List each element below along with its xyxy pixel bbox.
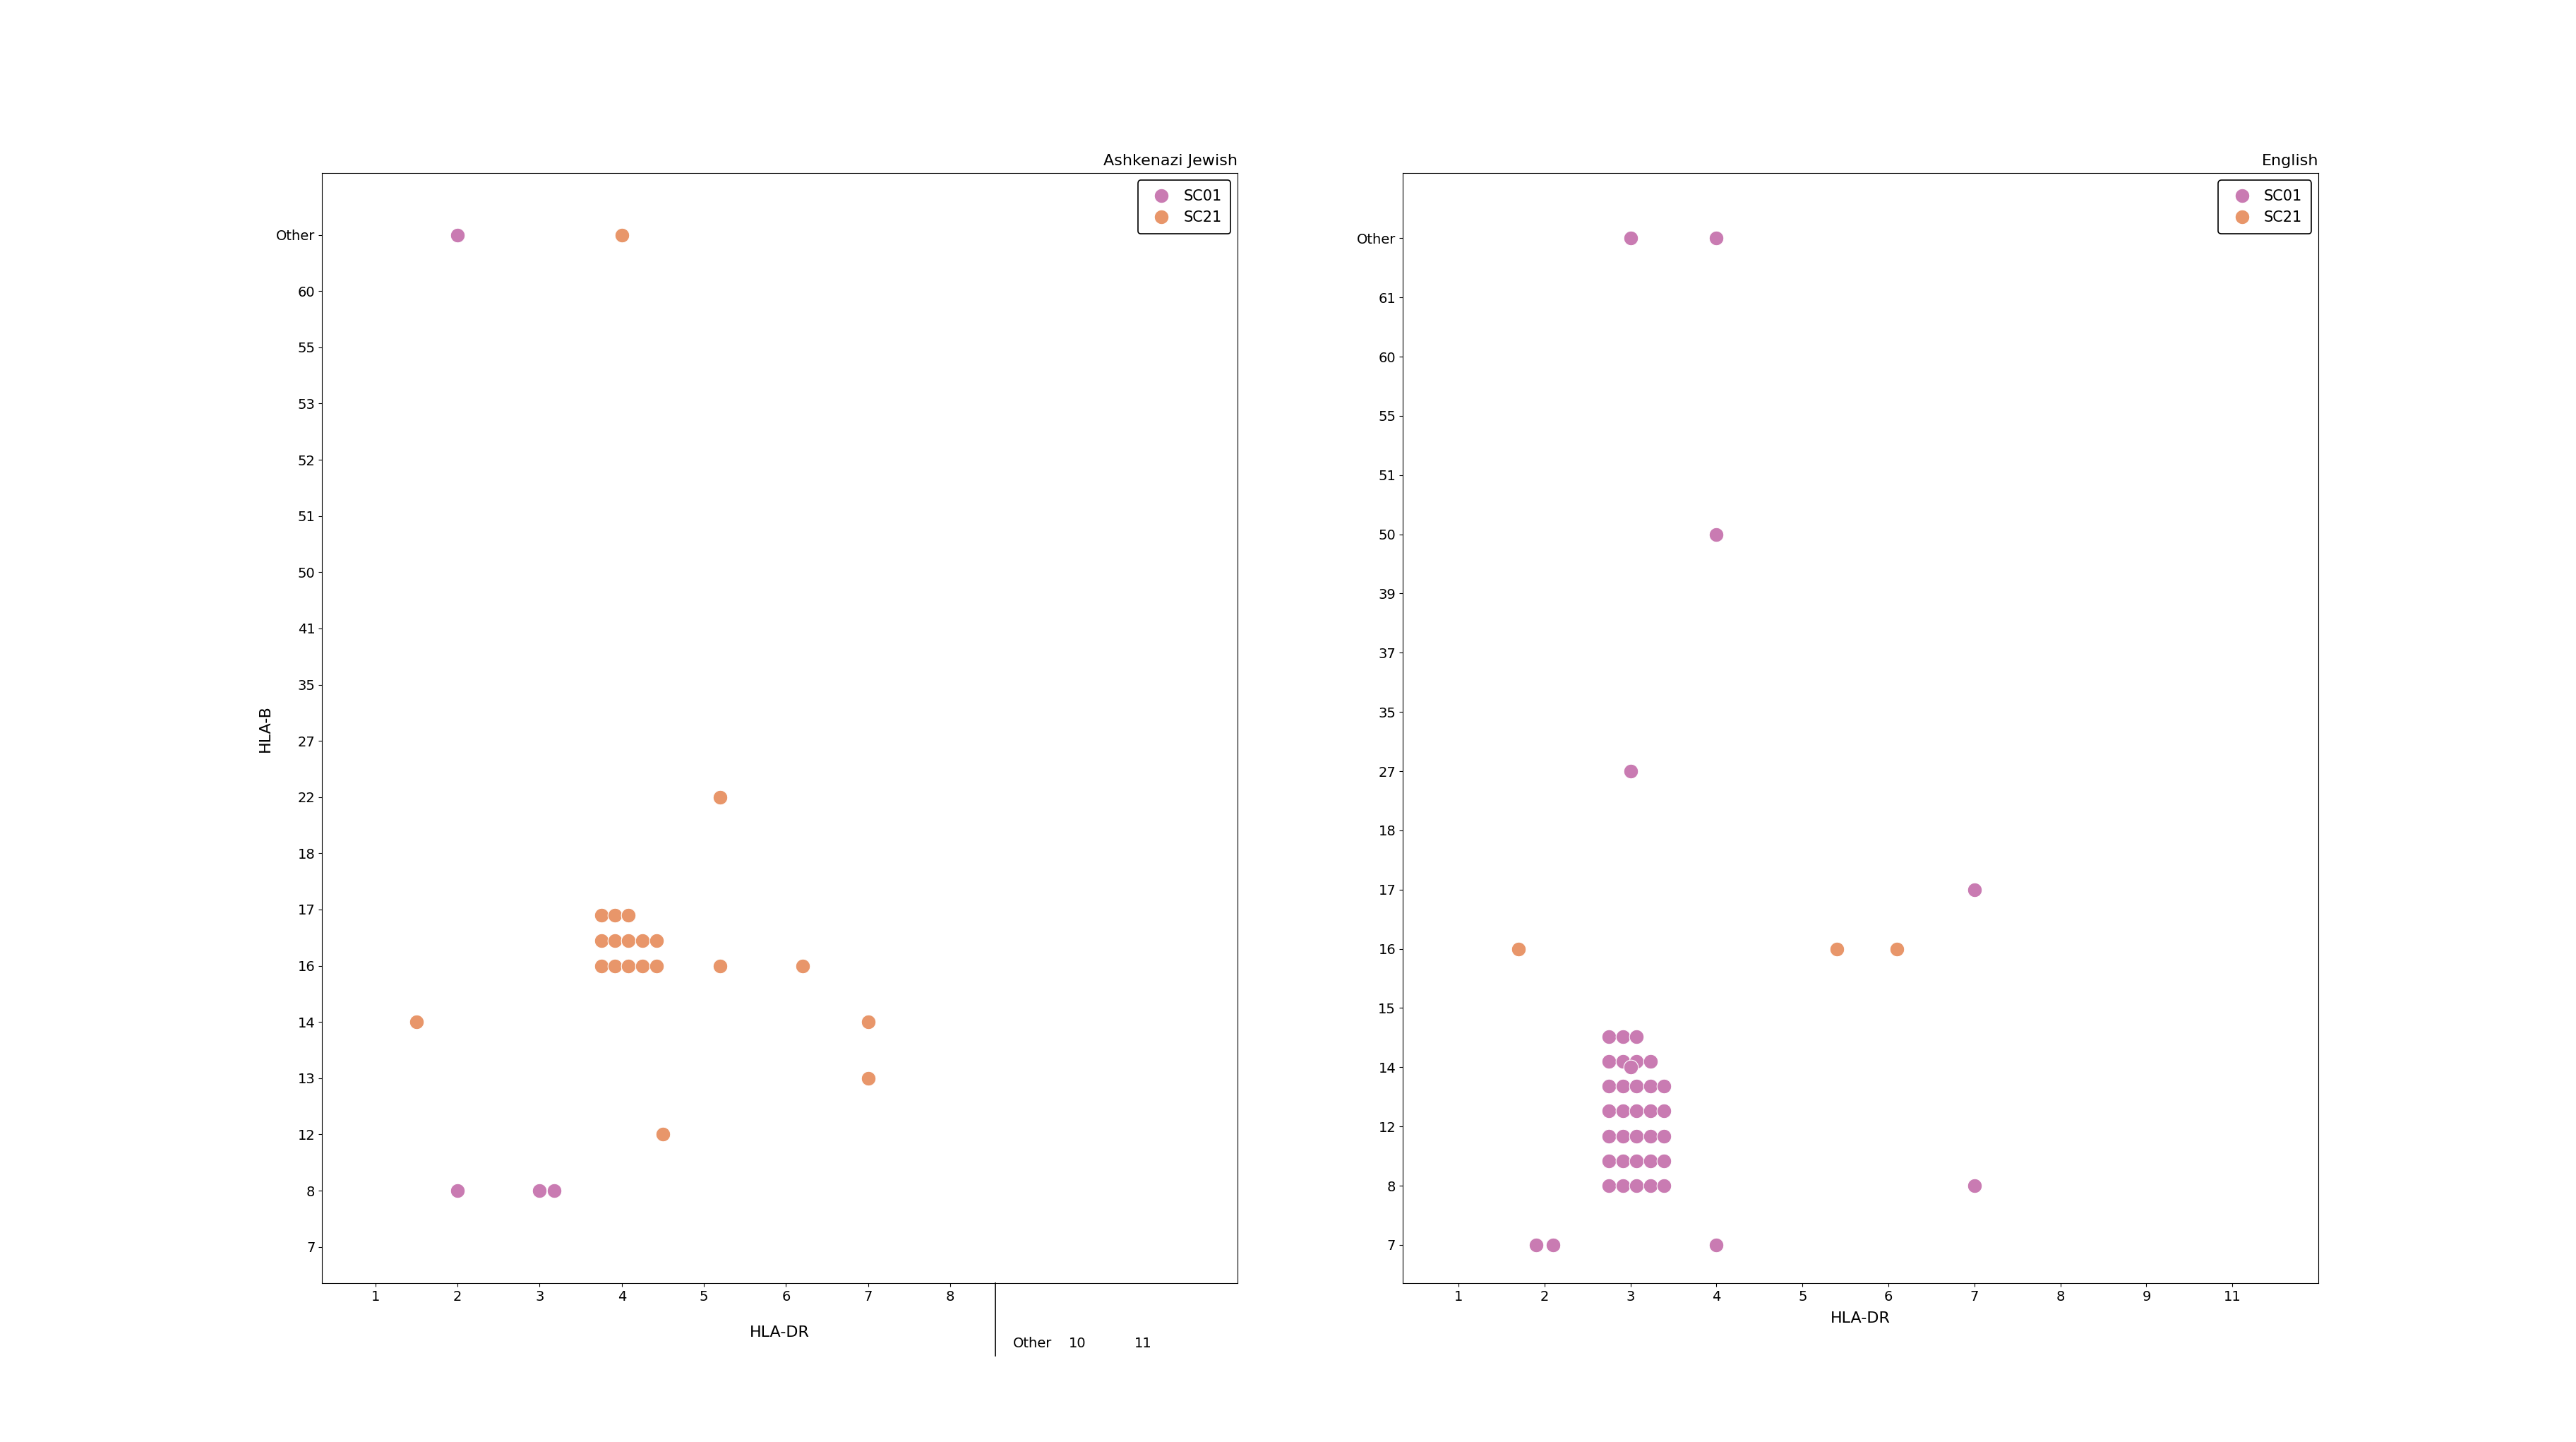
Point bbox=[1602, 1174, 1643, 1197]
Point bbox=[580, 929, 621, 952]
Point bbox=[1875, 937, 1917, 960]
Point bbox=[595, 929, 636, 952]
Point bbox=[1499, 937, 1540, 960]
Text: Ashkenazi Jewish: Ashkenazi Jewish bbox=[1103, 154, 1239, 169]
Point bbox=[438, 1180, 479, 1203]
Point bbox=[533, 1180, 574, 1203]
Point bbox=[1953, 878, 1994, 901]
Point bbox=[1589, 1125, 1631, 1148]
Point bbox=[1643, 1174, 1685, 1197]
X-axis label: HLA-DR: HLA-DR bbox=[1832, 1312, 1891, 1325]
Legend: SC01, SC21: SC01, SC21 bbox=[1139, 180, 1231, 234]
Text: 11: 11 bbox=[1133, 1337, 1151, 1350]
Point bbox=[1643, 1099, 1685, 1122]
Point bbox=[580, 904, 621, 927]
Point bbox=[701, 955, 742, 978]
Point bbox=[621, 929, 662, 952]
Point bbox=[533, 1180, 574, 1203]
Point bbox=[1602, 1050, 1643, 1073]
Point bbox=[1589, 1149, 1631, 1172]
Point bbox=[518, 1180, 559, 1203]
Text: 10: 10 bbox=[1069, 1337, 1087, 1350]
Point bbox=[595, 904, 636, 927]
Point bbox=[1589, 1099, 1631, 1122]
Point bbox=[1615, 1125, 1656, 1148]
Point bbox=[1631, 1050, 1672, 1073]
Point bbox=[1610, 226, 1651, 249]
Point bbox=[1631, 1174, 1672, 1197]
Point bbox=[518, 1180, 559, 1203]
Point bbox=[1695, 226, 1736, 249]
Point bbox=[1602, 1149, 1643, 1172]
Point bbox=[1953, 1174, 1994, 1197]
Point bbox=[1610, 1056, 1651, 1079]
Point bbox=[1610, 760, 1651, 783]
Point bbox=[1515, 1233, 1556, 1256]
Point bbox=[1631, 1125, 1672, 1148]
Legend: SC01, SC21: SC01, SC21 bbox=[2218, 180, 2311, 234]
Point bbox=[621, 955, 662, 978]
Point bbox=[1631, 1099, 1672, 1122]
Point bbox=[848, 1011, 889, 1034]
Point bbox=[595, 955, 636, 978]
Y-axis label: HLA-B: HLA-B bbox=[258, 705, 273, 751]
Point bbox=[1615, 1050, 1656, 1073]
Point bbox=[608, 955, 649, 978]
Point bbox=[580, 955, 621, 978]
Point bbox=[1631, 1074, 1672, 1097]
Text: English: English bbox=[2262, 154, 2318, 169]
Text: Other: Other bbox=[1012, 1337, 1051, 1350]
Point bbox=[848, 1067, 889, 1090]
Point bbox=[1589, 1050, 1631, 1073]
Point bbox=[608, 904, 649, 927]
Point bbox=[438, 224, 479, 247]
Point bbox=[701, 786, 742, 809]
Point bbox=[636, 955, 677, 978]
Point bbox=[608, 929, 649, 952]
Point bbox=[1615, 1074, 1656, 1097]
Point bbox=[636, 929, 677, 952]
Point bbox=[1615, 1149, 1656, 1172]
Point bbox=[1615, 1025, 1656, 1048]
Point bbox=[1695, 523, 1736, 547]
Point bbox=[1589, 1174, 1631, 1197]
Point bbox=[1602, 1099, 1643, 1122]
Point bbox=[1602, 1025, 1643, 1048]
Point bbox=[1816, 937, 1857, 960]
Point bbox=[1589, 1074, 1631, 1097]
Point bbox=[1589, 1025, 1631, 1048]
Point bbox=[397, 1011, 438, 1034]
Point bbox=[641, 1123, 683, 1146]
Point bbox=[600, 224, 641, 247]
Point bbox=[1643, 1125, 1685, 1148]
Point bbox=[1631, 1149, 1672, 1172]
Point bbox=[1643, 1074, 1685, 1097]
Point bbox=[1533, 1233, 1574, 1256]
Point bbox=[1602, 1125, 1643, 1148]
Point bbox=[1615, 1099, 1656, 1122]
X-axis label: HLA-DR: HLA-DR bbox=[750, 1325, 809, 1340]
Point bbox=[1695, 1233, 1736, 1256]
Point bbox=[1615, 1174, 1656, 1197]
Point bbox=[1643, 1149, 1685, 1172]
Point bbox=[783, 955, 824, 978]
Point bbox=[1602, 1074, 1643, 1097]
